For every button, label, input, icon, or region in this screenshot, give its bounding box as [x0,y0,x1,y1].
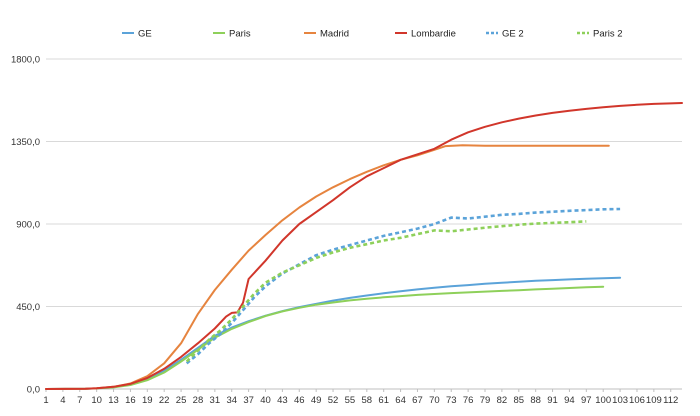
x-tick-label: 85 [513,395,524,406]
x-tick-label: 73 [446,395,457,406]
x-tick-label: 16 [125,395,136,406]
x-tick-label: 40 [260,395,271,406]
axes: 0,0 450,0 900,0 1350,0 1800,0 1 4 7 10 13 16 19 22 25… [11,55,678,407]
legend-item: Madrid [304,29,349,40]
legend-label: GE 2 [502,29,524,40]
x-tick-label: 25 [176,395,187,406]
series-line-paris-2 [185,220,587,363]
x-tick-label: 100 [595,395,611,406]
legend-label: Lombardie [411,29,456,40]
x-tick-label: 94 [564,395,575,406]
x-tick-label: 22 [159,395,170,406]
x-tick-label: 10 [91,395,102,406]
y-tick-label: 0,0 [27,385,40,396]
y-tick-label: 1350,0 [11,137,40,148]
x-tick-label: 103 [612,395,628,406]
series-line-ge-2 [185,207,621,365]
series-line-lombardie [45,102,683,390]
x-tick-label: 91 [547,395,558,406]
legend-label: Paris 2 [593,29,623,40]
x-tick-label: 28 [193,395,204,406]
legend: GE Paris Madrid Lombardie GE 2 Paris 2 [122,29,623,40]
x-tick-label: 76 [463,395,474,406]
legend-item: GE [122,29,152,40]
x-tick-label: 46 [294,395,305,406]
x-tick-label: 64 [395,395,406,406]
x-tick-label: 112 [663,395,678,406]
y-tick-label: 1800,0 [11,55,40,66]
legend-item: Paris 2 [577,29,623,40]
x-tick-label: 31 [210,395,221,406]
x-tick-label: 88 [530,395,541,406]
x-tick-label: 43 [277,395,288,406]
series-line-ge [45,276,622,390]
gridlines [46,58,682,390]
x-tick-label: 13 [108,395,119,406]
x-tick-label: 4 [60,395,65,406]
series-lines [45,102,683,390]
x-tick-label: 34 [226,395,237,406]
legend-label: GE [138,29,152,40]
legend-item: Paris [213,29,251,40]
legend-label: Madrid [320,29,349,40]
x-tick-label: 52 [328,395,339,406]
x-tick-label: 1 [43,395,48,406]
y-tick-label: 450,0 [16,302,40,313]
legend-item: GE 2 [486,29,524,40]
y-tick-label: 900,0 [16,220,40,231]
x-tick-label: 58 [362,395,373,406]
x-tick-label: 82 [497,395,508,406]
x-tick-label: 70 [429,395,440,406]
series-line-madrid [45,144,610,390]
legend-label: Paris [229,29,251,40]
x-tick-label: 109 [646,395,662,406]
x-tick-label: 37 [243,395,254,406]
x-tick-label: 79 [480,395,491,406]
x-tick-label: 7 [77,395,82,406]
series-line-paris [45,285,605,390]
x-tick-label: 97 [581,395,592,406]
legend-item: Lombardie [395,29,456,40]
x-tick-label: 61 [378,395,389,406]
x-tick-label: 19 [142,395,153,406]
x-tick-label: 106 [629,395,645,406]
x-tick-label: 67 [412,395,423,406]
x-tick-label: 55 [345,395,356,406]
x-tick-label: 49 [311,395,322,406]
